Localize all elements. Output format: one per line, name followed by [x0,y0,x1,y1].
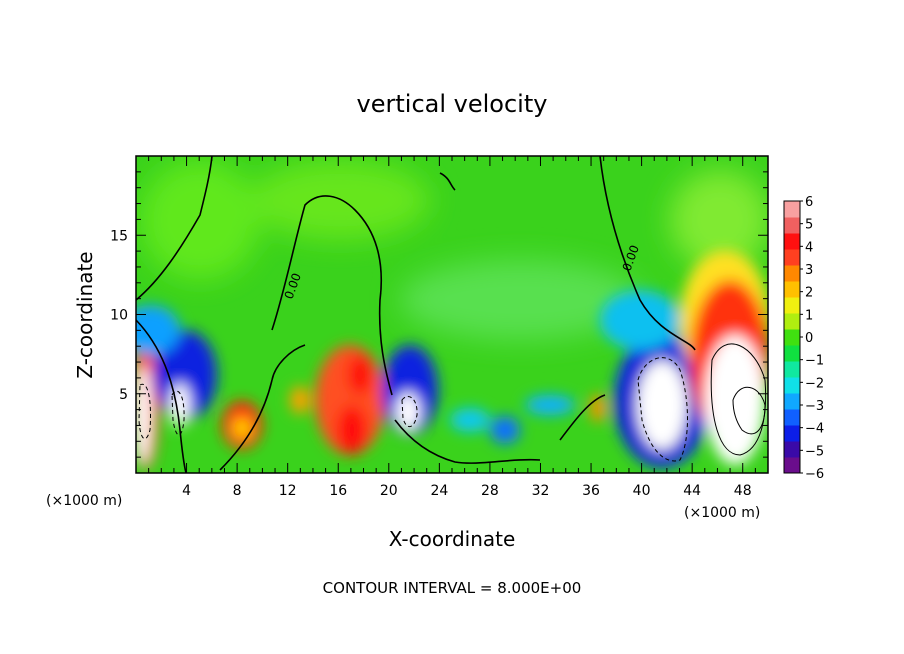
colorbar-label: −3 [805,399,824,414]
colorbar-swatch [784,409,800,426]
y-tick-label: 5 [119,387,128,403]
colorbar-label: 4 [805,240,813,255]
colorbar-swatch [784,265,800,282]
colorbar-swatch [784,345,800,362]
colorbar-swatch [784,329,800,346]
x-tick-label: 48 [734,483,752,499]
colorbar-label: −4 [805,422,824,437]
colorbar-swatch [784,313,800,330]
x-tick-label: 8 [233,483,242,499]
colorbar-label: −2 [805,376,824,391]
colorbar-swatch [784,393,800,410]
colorbar-label: −1 [805,354,824,369]
colorbar-swatch [784,457,800,474]
y-tick-label: 15 [110,228,128,244]
colorbar-swatch [784,297,800,314]
colorbar-label: 2 [805,286,813,301]
colorbar-swatch [784,377,800,394]
x-tick-label: 36 [582,483,600,499]
colorbar-swatch [784,361,800,378]
y-axis-ticks: 5 10 15 [110,171,768,458]
colorbar-label: −6 [805,467,824,482]
x-tick-label: 20 [380,483,398,499]
x-tick-label: 28 [481,483,499,499]
field-features [136,250,768,470]
colorbar-swatch [784,425,800,442]
x-tick-label: 16 [329,483,347,499]
colorbar: 6 5 4 3 2 1 0 −1 −2 −3 −4 −5 −6 [783,195,824,482]
contour-lines [136,156,696,473]
colorbar-label: 0 [805,331,813,346]
colorbar-label: 6 [805,195,813,210]
colorbar-swatch [784,441,800,458]
x-tick-label: 32 [532,483,550,499]
chart-title: vertical velocity [357,90,548,118]
x-unit-left: (×1000 m) [46,493,122,509]
colorbar-label: 1 [805,308,813,323]
plot-area [136,156,768,473]
x-tick-label: 24 [430,483,448,499]
x-tick-label: 40 [633,483,651,499]
y-axis-label: Z-coordinate [73,251,97,378]
colorbar-label: −5 [805,444,824,459]
colorbar-swatch [784,233,800,250]
x-tick-label: 12 [279,483,297,499]
colorbar-swatch [784,217,800,234]
colorbar-label: 3 [805,263,813,278]
x-axis-label: X-coordinate [389,527,516,551]
x-axis-ticks: 4 8 12 16 20 24 28 32 36 40 44 48 [148,156,756,499]
colorbar-label: 5 [805,218,813,233]
contour-solid-inner [710,343,767,456]
contour-dashed [138,357,688,462]
colorbar-swatch [784,281,800,298]
contour-interval-note: CONTOUR INTERVAL = 8.000E+00 [323,579,582,597]
colorbar-swatch [784,249,800,266]
x-unit-right: (×1000 m) [684,505,760,521]
x-tick-label: 44 [683,483,701,499]
colorbar-swatch [784,201,800,218]
y-tick-label: 10 [110,308,128,324]
x-tick-label: 4 [182,483,191,499]
